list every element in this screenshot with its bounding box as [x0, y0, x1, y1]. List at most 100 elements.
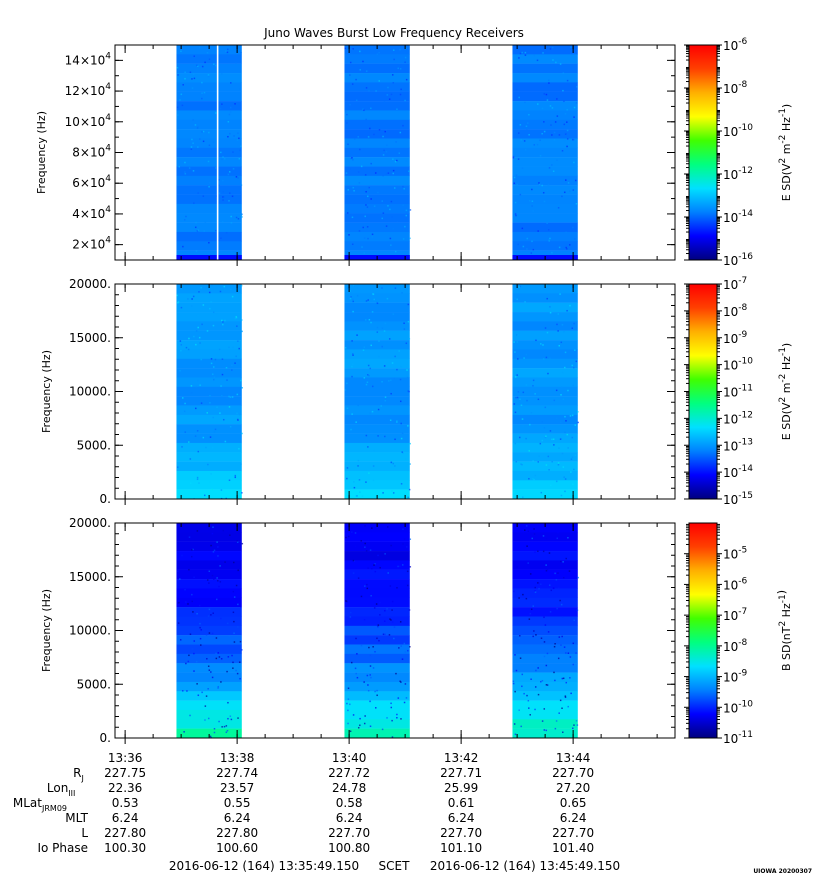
x-tick-label: 13:40	[332, 751, 367, 765]
colorbar-label: B SD(nT2 Hz-1)	[775, 590, 793, 671]
ephemeris-value: 0.55	[224, 796, 251, 810]
colorbar-tick-label: 10-11	[723, 384, 753, 400]
ephemeris-value: 0.58	[336, 796, 363, 810]
colorbar-tick-label: 10-13	[723, 437, 753, 453]
colorbar	[688, 44, 718, 261]
ephemeris-label: MLatJRM09	[13, 796, 67, 813]
ephemeris-value: 100.80	[328, 841, 370, 855]
ephemeris-value: 22.36	[108, 781, 142, 795]
colorbar-tick-label: 10-8	[723, 303, 748, 319]
colorbar-tick-label: 10-15	[723, 491, 753, 507]
y-tick-label: 10000.	[69, 385, 111, 399]
time-range-start: 2016-06-12 (164) 13:35:49.150	[169, 859, 359, 873]
x-tick-label: 13:36	[108, 751, 143, 765]
colorbar-tick-label: 10-6	[723, 37, 748, 53]
y-tick-label: 15000.	[69, 570, 111, 584]
y-tick-label: 5000.	[77, 677, 111, 691]
y-tick-label: 2×104	[72, 236, 111, 252]
ephemeris-value: 0.53	[112, 796, 139, 810]
colorbar-tick-label: 10-8	[723, 638, 748, 654]
ephemeris-value: 25.99	[444, 781, 478, 795]
y-tick-label: 14×104	[65, 51, 112, 67]
ephemeris-row: MLT 6.24 6.24 6.24 6.24 6.24	[65, 811, 586, 825]
ephemeris-value: 0.65	[560, 796, 587, 810]
ephemeris-value: 227.70	[328, 826, 370, 840]
colorbar-tick-label: 10-12	[723, 166, 753, 182]
colorbar-tick-label: 10-10	[723, 357, 753, 373]
ephemeris-value: 227.72	[328, 766, 370, 780]
ephemeris-value: 6.24	[336, 811, 363, 825]
spectrogram-panel: 2×104 4×104 6×104 8×104 10×104 12×104 14×104 Fr…	[35, 37, 793, 268]
ephemeris-value: 100.60	[216, 841, 258, 855]
ephemeris-value: 227.70	[552, 826, 594, 840]
ephemeris-label: L	[81, 826, 88, 840]
credit-label: UIOWA 20200307	[753, 868, 812, 875]
ephemeris-row: Io Phase 100.30 100.60 100.80 101.10 101.40	[37, 841, 594, 855]
y-tick-label: 10×104	[65, 113, 112, 129]
burst-band	[344, 284, 411, 499]
ephemeris-label: Io Phase	[37, 841, 88, 855]
y-tick-label: 20000.	[69, 516, 111, 530]
colorbar-tick-label: 10-14	[723, 209, 753, 225]
colorbar	[688, 283, 718, 500]
y-tick-label: 0.	[100, 492, 111, 506]
colorbar-tick-label: 10-12	[723, 410, 753, 426]
y-axis-label: Frequency (Hz)	[40, 350, 53, 433]
ephemeris-value: 6.24	[112, 811, 139, 825]
colorbar-label: E SD(V2 m-2 Hz-1)	[778, 104, 793, 201]
colorbar-tick-label: 10-9	[723, 330, 748, 346]
colorbar-label: E SD(V2 m-2 Hz-1)	[778, 343, 793, 440]
ephemeris-value: 24.78	[332, 781, 366, 795]
ephemeris-value: 0.61	[448, 796, 475, 810]
data-gap-line	[216, 45, 219, 260]
colorbar-tick-label: 10-8	[723, 80, 748, 96]
ephemeris-value: 227.80	[104, 826, 146, 840]
ephemeris-value: 227.70	[440, 826, 482, 840]
y-tick-label: 20000.	[69, 277, 111, 291]
ephemeris-value: 23.57	[220, 781, 254, 795]
ephemeris-value: 27.20	[556, 781, 590, 795]
ephemeris-value: 227.70	[552, 766, 594, 780]
ephemeris-value: 227.75	[104, 766, 146, 780]
burst-band	[512, 284, 579, 499]
y-tick-label: 0.	[100, 731, 111, 745]
ephemeris-value: 101.10	[440, 841, 482, 855]
y-tick-label: 4×104	[72, 205, 111, 221]
ephemeris-row: RJ 227.75 227.74 227.72 227.71 227.70	[73, 766, 594, 783]
spectrogram-panel: 0. 5000. 10000. 15000. 20000. Frequency (Hz) 1…	[40, 276, 793, 507]
ephemeris-row: LonIII 22.36 23.57 24.78 25.99 27.20	[47, 781, 590, 798]
time-range-frame: SCET	[379, 859, 411, 873]
ephemeris-value: 6.24	[560, 811, 587, 825]
y-tick-label: 12×104	[65, 82, 112, 98]
burst-band	[176, 284, 244, 499]
ephemeris-value: 227.71	[440, 766, 482, 780]
colorbar-tick-label: 10-6	[723, 576, 748, 592]
spectrogram-panel: 0. 5000. 10000. 15000. 20000. Frequency (Hz) 1…	[40, 516, 793, 746]
burst-band	[512, 45, 578, 260]
ephemeris-value: 227.74	[216, 766, 258, 780]
colorbar-tick-label: 10-16	[723, 252, 753, 268]
ephemeris-row: L 227.80 227.80 227.70 227.70 227.70	[81, 826, 594, 840]
ephemeris-value: 100.30	[104, 841, 146, 855]
colorbar-tick-label: 10-10	[723, 699, 753, 715]
x-tick-label: 13:44	[556, 751, 591, 765]
figure-title: Juno Waves Burst Low Frequency Receivers	[263, 26, 524, 40]
y-tick-label: 15000.	[69, 331, 111, 345]
time-range-end: 2016-06-12 (164) 13:45:49.150	[430, 859, 620, 873]
colorbar-tick-label: 10-9	[723, 669, 748, 685]
colorbar-tick-label: 10-11	[723, 730, 753, 746]
x-tick-label: 13:42	[444, 751, 479, 765]
colorbar-tick-label: 10-5	[723, 546, 747, 562]
y-tick-label: 5000.	[77, 438, 111, 452]
ephemeris-value: 227.80	[216, 826, 258, 840]
ephemeris-value: 6.24	[224, 811, 251, 825]
colorbar	[688, 522, 718, 739]
burst-band	[176, 523, 244, 738]
x-tick-label: 13:38	[220, 751, 255, 765]
ephemeris-value: 101.40	[552, 841, 594, 855]
colorbar-tick-label: 10-14	[723, 464, 753, 480]
colorbar-tick-label: 10-7	[723, 607, 747, 623]
y-axis-label: Frequency (Hz)	[35, 111, 48, 194]
burst-band	[344, 45, 412, 260]
